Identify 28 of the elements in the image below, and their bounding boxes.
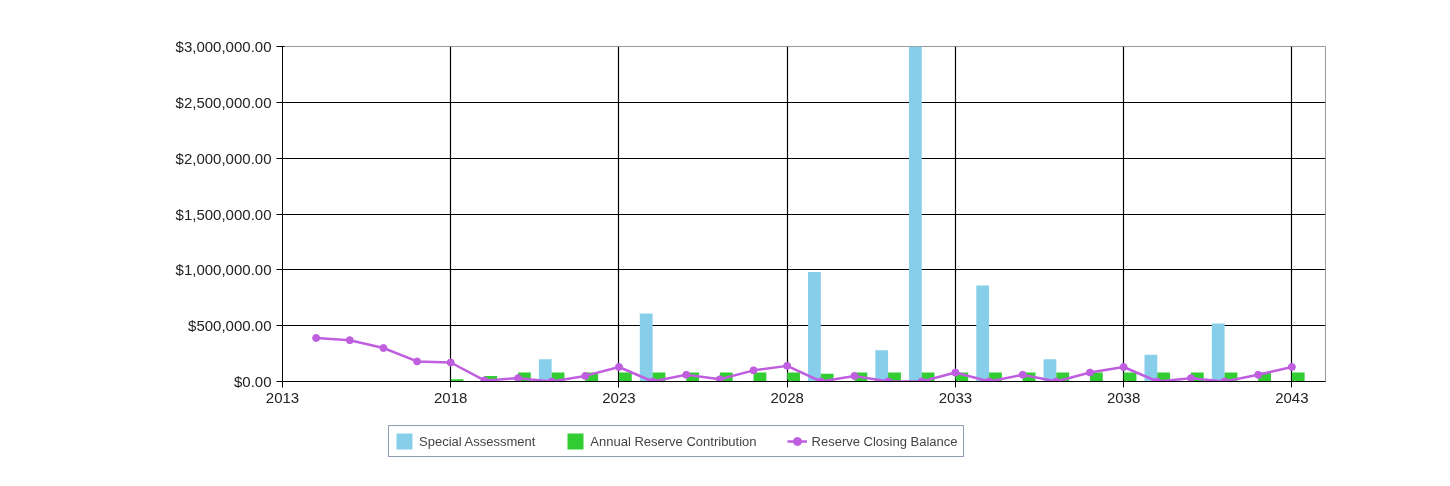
- bar: [875, 350, 889, 382]
- legend-label: Reserve Closing Balance: [811, 433, 958, 449]
- x-tick-label: 2028: [770, 388, 804, 406]
- y-tick-label: $3,000,000.00: [175, 38, 272, 55]
- bar: [1291, 372, 1305, 382]
- x-tick-label: 2018: [434, 388, 468, 406]
- bar: [808, 272, 821, 382]
- bar: [787, 372, 800, 382]
- y-tick-label: $2,000,000.00: [175, 149, 272, 167]
- x-tick-label: 2013: [265, 388, 300, 406]
- y-tick-label: $2,500,000.00: [175, 93, 272, 111]
- y-tick-label: $1,000,000.00: [175, 261, 272, 279]
- x-tick-label: 2043: [1275, 388, 1309, 406]
- x-tick-label: 2033: [938, 388, 973, 406]
- y-tick-label: $0.00: [233, 373, 272, 390]
- bar: [908, 46, 922, 382]
- legend-label: Special Assessment: [419, 433, 536, 449]
- bar: [450, 379, 464, 382]
- bar: [1211, 323, 1225, 382]
- x-tick-label: 2023: [602, 388, 636, 406]
- legend-label: Annual Reserve Contribution: [590, 433, 757, 449]
- bar: [538, 359, 552, 382]
- y-tick-label: $1,500,000.00: [175, 205, 272, 223]
- bar: [639, 313, 653, 382]
- bar: [618, 372, 632, 382]
- y-tick-label: $500,000.00: [188, 317, 272, 335]
- x-tick-label: 2038: [1106, 388, 1141, 406]
- bar: [976, 285, 990, 382]
